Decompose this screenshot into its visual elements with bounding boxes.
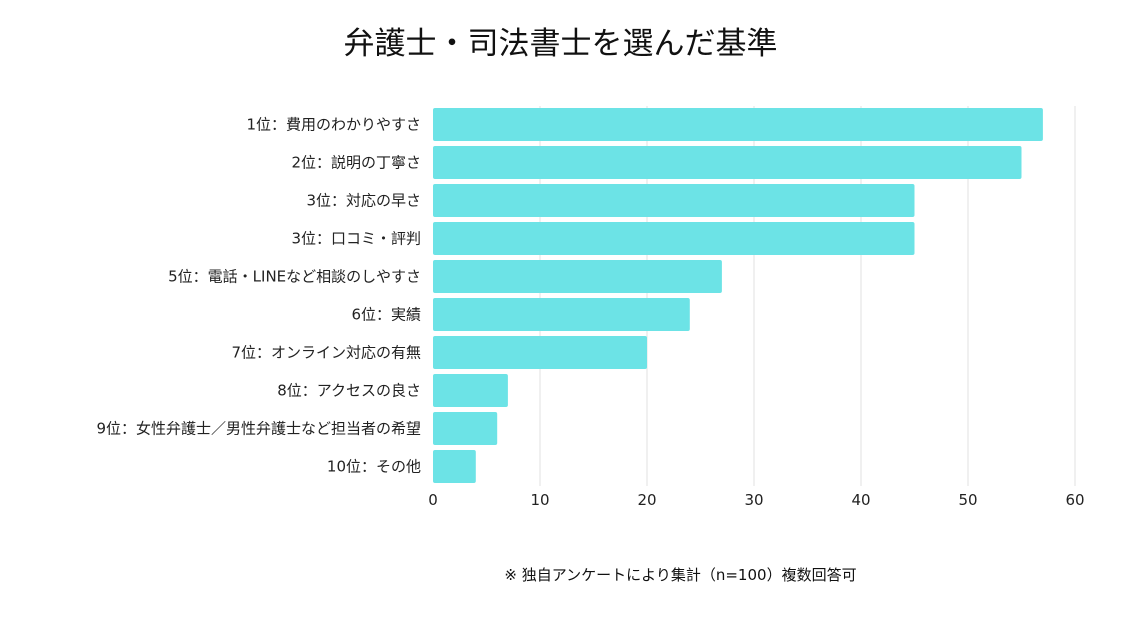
bar [433, 298, 690, 331]
x-tick-labels: 0 10 20 30 40 50 60 [428, 491, 1084, 509]
category-label: 10位：その他 [327, 458, 421, 476]
x-tick-label: 50 [958, 491, 977, 509]
category-label: 9位：女性弁護士／男性弁護士など担当者の希望 [96, 420, 421, 438]
category-labels: 1位：費用のわかりやすさ 2位：説明の丁寧さ 3位：対応の早さ 3位：口コミ・評判 5位… [96, 116, 421, 476]
bar [433, 108, 1043, 141]
x-tick-label: 20 [637, 491, 656, 509]
bar [433, 374, 508, 407]
x-tick-label: 10 [530, 491, 549, 509]
x-tick-label: 30 [744, 491, 763, 509]
category-label: 1位：費用のわかりやすさ [246, 116, 421, 134]
x-tick-label: 40 [851, 491, 870, 509]
bar [433, 146, 1022, 179]
category-label: 3位：対応の早さ [306, 192, 421, 210]
bar [433, 336, 647, 369]
bars [433, 108, 1043, 483]
category-label: 2位：説明の丁寧さ [291, 154, 421, 172]
bar [433, 184, 915, 217]
chart-title: 弁護士・司法書士を選んだ基準 [343, 26, 778, 62]
category-label: 7位：オンライン対応の有無 [231, 344, 421, 362]
category-label: 8位：アクセスの良さ [277, 382, 421, 400]
bar [433, 412, 498, 445]
x-tick-label: 0 [428, 491, 438, 509]
bar [433, 260, 722, 293]
category-label: 5位：電話・LINEなど相談のしやすさ [168, 268, 421, 286]
category-label: 3位：口コミ・評判 [291, 230, 421, 248]
footnote: ※ 独自アンケートにより集計（n=100）複数回答可 [504, 566, 857, 584]
category-label: 6位：実績 [351, 306, 421, 324]
bar [433, 450, 476, 483]
x-tick-label: 60 [1065, 491, 1084, 509]
bar [433, 222, 915, 255]
